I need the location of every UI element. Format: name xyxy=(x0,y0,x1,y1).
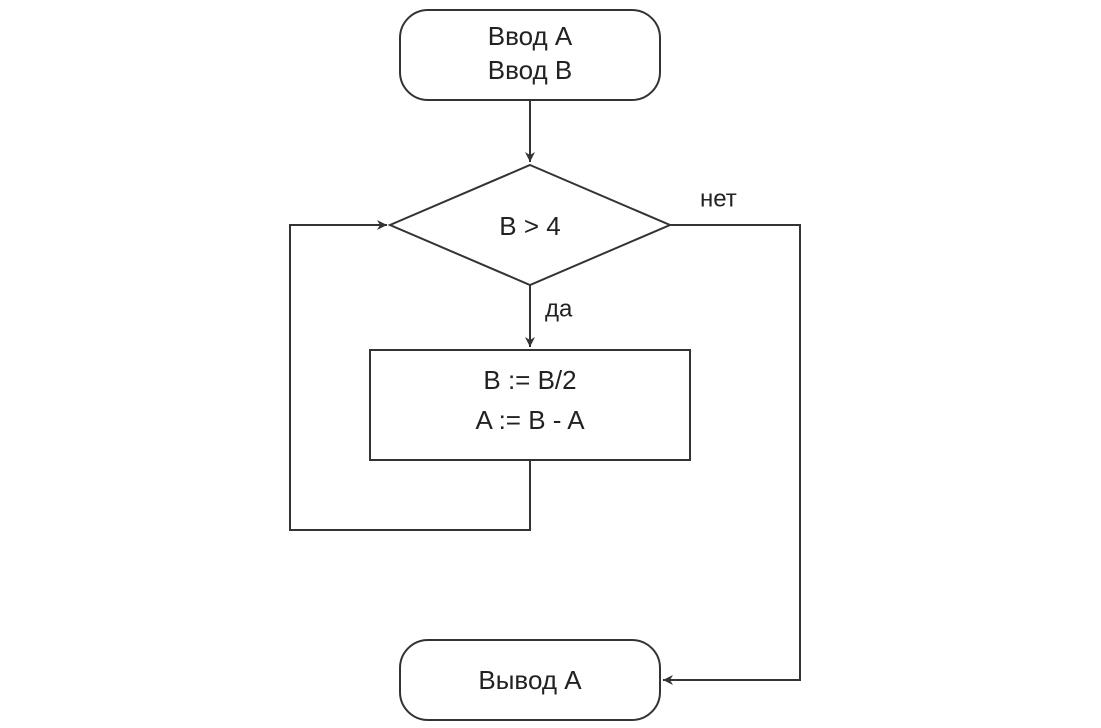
flowchart-canvas: Ввод A Ввод B B > 4 да B := B/2 A := B -… xyxy=(0,0,1101,728)
input-line-2: Ввод B xyxy=(488,55,573,85)
output-line-1: Вывод A xyxy=(478,665,582,695)
edge-decision-to-output xyxy=(663,225,800,680)
input-line-1: Ввод A xyxy=(488,21,573,51)
process-line-2: A := B - A xyxy=(475,405,585,435)
label-no: нет xyxy=(700,185,737,212)
label-yes: да xyxy=(545,295,573,322)
process-line-1: B := B/2 xyxy=(483,365,576,395)
decision-text: B > 4 xyxy=(499,211,560,241)
